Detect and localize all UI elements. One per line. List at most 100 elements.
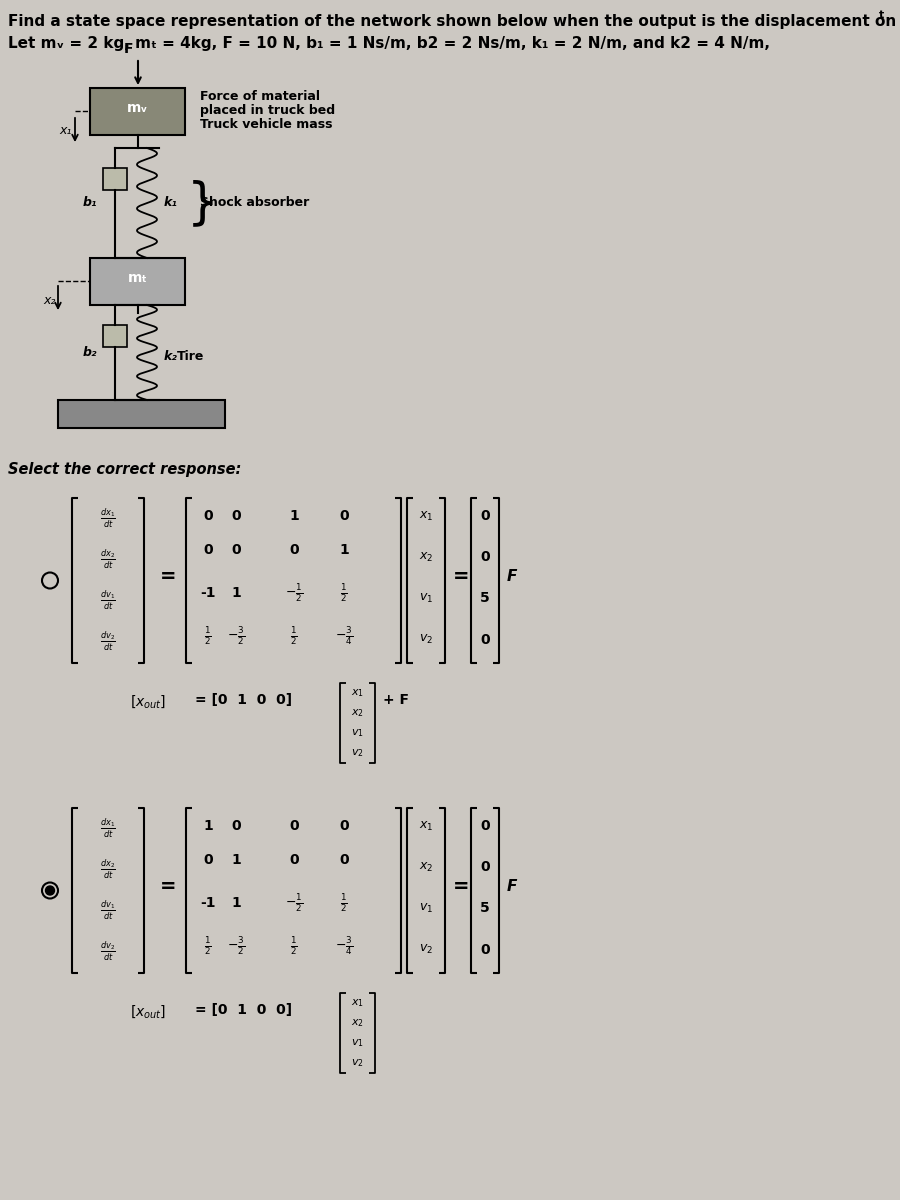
Text: $-\frac{3}{2}$: $-\frac{3}{2}$ — [227, 625, 245, 647]
Text: mₜ: mₜ — [128, 271, 148, 286]
Text: =: = — [453, 877, 470, 896]
Text: $x_2$: $x_2$ — [418, 860, 433, 874]
Text: Force of material: Force of material — [200, 90, 320, 103]
Text: 0: 0 — [231, 542, 241, 557]
Text: Select the correct response:: Select the correct response: — [8, 462, 241, 476]
Text: $v_1$: $v_1$ — [418, 902, 433, 916]
Text: 0: 0 — [481, 632, 490, 647]
Text: 0: 0 — [289, 542, 299, 557]
Bar — [58, 400, 225, 428]
Text: 1: 1 — [231, 586, 241, 600]
Bar — [103, 168, 127, 190]
Text: $\frac{1}{2}$: $\frac{1}{2}$ — [204, 935, 212, 956]
Text: 0: 0 — [231, 818, 241, 833]
Text: b₂: b₂ — [83, 346, 97, 359]
Text: $v_2$: $v_2$ — [419, 943, 433, 956]
Text: $x_1$: $x_1$ — [351, 688, 364, 698]
Text: }: } — [187, 179, 219, 227]
Text: 0: 0 — [289, 853, 299, 866]
Text: $\frac{dx_1}{dt}$: $\frac{dx_1}{dt}$ — [100, 506, 116, 529]
Bar — [90, 88, 185, 134]
Text: 0: 0 — [481, 860, 490, 875]
Text: Shock absorber: Shock absorber — [200, 197, 310, 210]
Text: $\frac{1}{2}$: $\frac{1}{2}$ — [290, 935, 298, 956]
Text: 1: 1 — [231, 853, 241, 866]
Text: $[x_{out}]$: $[x_{out}]$ — [130, 692, 166, 709]
Text: 0: 0 — [481, 551, 490, 564]
Text: $-\frac{3}{4}$: $-\frac{3}{4}$ — [335, 935, 353, 956]
Text: $[x_{out}]$: $[x_{out}]$ — [130, 1003, 166, 1020]
Text: $x_2$: $x_2$ — [351, 707, 364, 719]
Text: k₁: k₁ — [164, 197, 178, 210]
Text: = [0  1  0  0]: = [0 1 0 0] — [195, 692, 292, 707]
Text: 0: 0 — [339, 818, 349, 833]
Text: $\frac{dx_2}{dt}$: $\frac{dx_2}{dt}$ — [100, 547, 116, 571]
Text: -1: -1 — [200, 896, 216, 910]
Text: Truck vehicle mass: Truck vehicle mass — [200, 118, 332, 131]
Text: $v_1$: $v_1$ — [418, 592, 433, 605]
Text: x₂: x₂ — [43, 294, 56, 307]
Text: Find a state space representation of the network shown below when the output is : Find a state space representation of the… — [8, 14, 900, 29]
Text: =: = — [453, 566, 470, 586]
Text: 0: 0 — [481, 818, 490, 833]
Text: $\frac{dv_1}{dt}$: $\frac{dv_1}{dt}$ — [100, 589, 116, 612]
Text: x₁: x₁ — [59, 124, 72, 137]
Text: 0: 0 — [481, 943, 490, 956]
Text: 0: 0 — [339, 509, 349, 523]
Text: $-\frac{3}{2}$: $-\frac{3}{2}$ — [227, 935, 245, 956]
Text: 5: 5 — [480, 592, 490, 606]
Text: 1: 1 — [203, 818, 213, 833]
Circle shape — [46, 886, 55, 895]
Text: $\frac{dv_2}{dt}$: $\frac{dv_2}{dt}$ — [100, 630, 116, 653]
Text: 1: 1 — [289, 509, 299, 523]
Text: placed in truck bed: placed in truck bed — [200, 104, 335, 116]
Text: $v_2$: $v_2$ — [419, 634, 433, 647]
Text: 5: 5 — [480, 901, 490, 916]
Text: mᵥ: mᵥ — [127, 102, 148, 115]
Text: = [0  1  0  0]: = [0 1 0 0] — [195, 1003, 292, 1018]
Text: -1: -1 — [200, 586, 216, 600]
Text: $v_2$: $v_2$ — [351, 1057, 364, 1069]
Text: + F: + F — [383, 692, 409, 707]
Text: $v_1$: $v_1$ — [351, 727, 364, 739]
Text: 0: 0 — [203, 853, 212, 866]
Text: 0: 0 — [339, 853, 349, 866]
Text: F: F — [507, 878, 517, 894]
Text: $-\frac{1}{2}$: $-\frac{1}{2}$ — [285, 582, 303, 604]
Text: t: t — [879, 10, 884, 20]
Text: $x_1$: $x_1$ — [418, 820, 433, 833]
Text: =: = — [160, 566, 176, 586]
Text: $\frac{dx_2}{dt}$: $\frac{dx_2}{dt}$ — [100, 858, 116, 881]
Text: $-\frac{1}{2}$: $-\frac{1}{2}$ — [285, 892, 303, 914]
Text: $\frac{1}{2}$: $\frac{1}{2}$ — [340, 582, 347, 604]
Text: 1: 1 — [231, 896, 241, 910]
Text: 0: 0 — [203, 509, 212, 523]
Text: $x_2$: $x_2$ — [418, 551, 433, 564]
Text: =: = — [160, 877, 176, 896]
Text: $\frac{dx_1}{dt}$: $\frac{dx_1}{dt}$ — [100, 816, 116, 840]
Text: 0: 0 — [481, 509, 490, 523]
Text: 0: 0 — [203, 542, 212, 557]
Text: F: F — [123, 42, 133, 56]
Text: Tire: Tire — [177, 350, 204, 364]
Text: $x_1$: $x_1$ — [351, 997, 364, 1009]
Text: F: F — [507, 569, 517, 584]
Text: Let mᵥ = 2 kg, mₜ = 4kg, F = 10 N, b₁ = 1 Ns/m, b2 = 2 Ns/m, k₁ = 2 N/m, and k2 : Let mᵥ = 2 kg, mₜ = 4kg, F = 10 N, b₁ = … — [8, 36, 770, 50]
Text: $x_2$: $x_2$ — [351, 1018, 364, 1028]
Text: $\frac{1}{2}$: $\frac{1}{2}$ — [340, 892, 347, 914]
Text: $x_1$: $x_1$ — [418, 510, 433, 522]
Bar — [90, 258, 185, 305]
Text: k₂: k₂ — [164, 350, 178, 364]
Text: 1: 1 — [339, 542, 349, 557]
Text: 0: 0 — [231, 509, 241, 523]
Text: $\frac{dv_1}{dt}$: $\frac{dv_1}{dt}$ — [100, 899, 116, 922]
Text: $\frac{1}{2}$: $\frac{1}{2}$ — [204, 625, 212, 647]
Text: $v_2$: $v_2$ — [351, 748, 364, 758]
Text: $\frac{1}{2}$: $\frac{1}{2}$ — [290, 625, 298, 647]
Text: b₁: b₁ — [83, 197, 97, 210]
Bar — [103, 325, 127, 347]
Text: $\frac{dv_2}{dt}$: $\frac{dv_2}{dt}$ — [100, 940, 116, 964]
Text: 0: 0 — [289, 818, 299, 833]
Text: $-\frac{3}{4}$: $-\frac{3}{4}$ — [335, 625, 353, 647]
Text: $v_1$: $v_1$ — [351, 1037, 364, 1049]
